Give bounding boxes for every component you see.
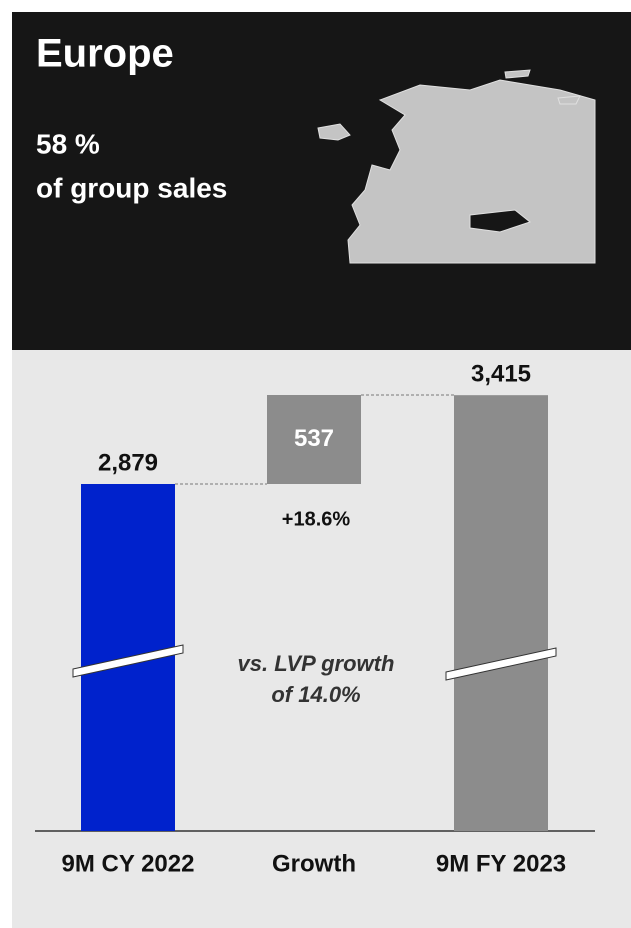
growth-label: +18.6%	[282, 508, 351, 530]
value-label: 2,879	[98, 449, 158, 476]
annotation: vs. LVP growth	[238, 651, 395, 676]
subtitle-line: of group sales	[36, 172, 227, 203]
x-tick-label: 9M FY 2023	[436, 850, 566, 877]
value-label: 537	[294, 425, 334, 452]
title: Europe	[36, 32, 174, 76]
subtitle-line: 58 %	[36, 128, 100, 159]
value-label: 3,415	[471, 361, 531, 388]
bar	[454, 395, 548, 831]
bar	[267, 395, 361, 484]
x-tick-label: Growth	[272, 850, 356, 877]
axis-break	[72, 644, 184, 678]
europe-map	[317, 69, 596, 264]
axis-break	[445, 647, 557, 681]
x-tick-label: 9M CY 2022	[62, 850, 195, 877]
annotation: of 14.0%	[271, 682, 360, 707]
